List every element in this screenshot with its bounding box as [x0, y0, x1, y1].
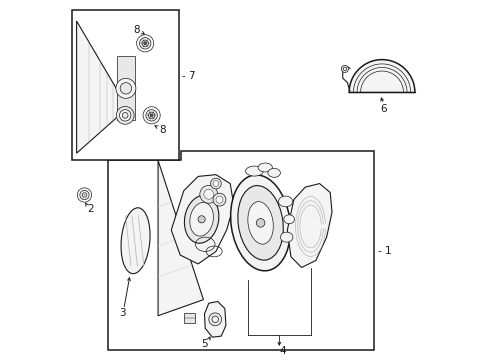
Circle shape [213, 193, 225, 206]
Polygon shape [77, 21, 127, 153]
Text: 4: 4 [279, 346, 285, 356]
Circle shape [122, 112, 128, 118]
Circle shape [150, 114, 153, 117]
Circle shape [136, 35, 153, 52]
Ellipse shape [121, 208, 150, 274]
Circle shape [142, 40, 148, 46]
Polygon shape [171, 175, 233, 264]
Circle shape [116, 78, 136, 98]
Ellipse shape [258, 163, 272, 172]
Ellipse shape [283, 215, 294, 224]
Circle shape [148, 112, 155, 118]
Polygon shape [158, 160, 203, 316]
Circle shape [77, 188, 91, 202]
Ellipse shape [189, 202, 213, 236]
Text: 5: 5 [201, 339, 207, 349]
Circle shape [116, 107, 134, 124]
Text: 3: 3 [119, 308, 125, 318]
Circle shape [203, 189, 213, 199]
Text: 2: 2 [87, 204, 93, 214]
Polygon shape [287, 184, 331, 267]
Circle shape [256, 219, 264, 227]
Circle shape [216, 196, 223, 203]
Circle shape [212, 316, 218, 323]
Bar [117, 56, 135, 121]
Text: 6: 6 [380, 104, 386, 113]
Ellipse shape [245, 166, 263, 176]
Ellipse shape [247, 202, 273, 244]
Ellipse shape [280, 232, 292, 242]
Circle shape [343, 67, 346, 71]
Circle shape [143, 42, 146, 45]
PathPatch shape [108, 152, 373, 350]
Ellipse shape [230, 175, 290, 271]
Circle shape [82, 193, 86, 197]
Polygon shape [204, 301, 225, 337]
Polygon shape [348, 60, 414, 93]
Bar [72, 10, 179, 160]
Circle shape [208, 313, 221, 326]
Text: - 1: - 1 [378, 246, 391, 256]
Circle shape [341, 65, 348, 72]
Circle shape [210, 178, 221, 189]
Circle shape [143, 107, 160, 124]
Circle shape [119, 110, 131, 121]
Text: - 7: - 7 [182, 71, 196, 81]
Text: 8: 8 [133, 25, 139, 35]
Circle shape [198, 216, 205, 223]
Circle shape [80, 190, 89, 200]
Circle shape [139, 37, 151, 49]
Text: 8: 8 [159, 125, 165, 135]
Circle shape [213, 181, 219, 186]
Ellipse shape [278, 196, 292, 207]
Circle shape [200, 185, 217, 203]
Ellipse shape [237, 186, 283, 260]
Ellipse shape [184, 195, 219, 243]
Ellipse shape [267, 168, 280, 177]
Circle shape [120, 83, 131, 94]
Bar [184, 313, 195, 323]
Circle shape [145, 110, 157, 121]
